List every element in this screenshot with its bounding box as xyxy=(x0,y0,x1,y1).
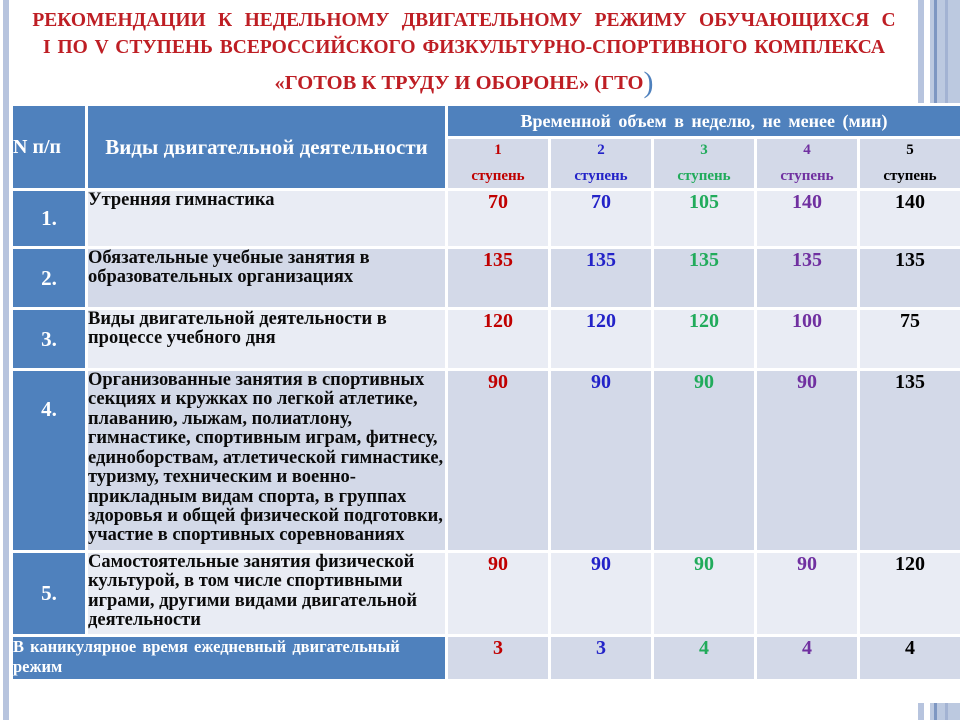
row-number-cell: 1. xyxy=(10,188,88,249)
stage-header-1: 1 ступень xyxy=(445,136,551,191)
value-cell: 135 xyxy=(548,246,654,310)
title-line-3: «ГОТОВ К ТРУДУ И ОБОРОНЕ» (ГТО) xyxy=(20,68,908,98)
value-cell: 100 xyxy=(754,307,860,371)
activity-cell: Утренняя гимнастика xyxy=(85,188,448,249)
stripe xyxy=(945,703,948,720)
row-number-cell: 2. xyxy=(10,246,88,310)
num-column-header: N п/п xyxy=(10,103,88,191)
value-cell: 3 xyxy=(445,634,551,682)
value-cell: 90 xyxy=(445,368,551,553)
volume-column-header: Временной объем в неделю, не менее (мин) xyxy=(445,103,960,139)
value-cell: 120 xyxy=(857,550,960,637)
activity-cell: Виды двигательной деятельности в процесс… xyxy=(85,307,448,371)
table-footer-row: В каникулярное время ежедневный двигател… xyxy=(10,634,960,682)
value-cell: 4 xyxy=(754,634,860,682)
value-cell: 90 xyxy=(651,368,757,553)
title-closing-paren: ) xyxy=(643,66,654,99)
value-cell: 135 xyxy=(857,368,960,553)
left-edge-stripe xyxy=(3,0,9,720)
stripe xyxy=(918,0,924,103)
value-cell: 90 xyxy=(548,550,654,637)
stage-number: 5 xyxy=(906,142,914,158)
table-header-row: N п/п Виды двигательной деятельности Вре… xyxy=(10,103,960,191)
table-row: 5. Самостоятельные занятия физической ку… xyxy=(10,550,960,637)
table-row: 3. Виды двигательной деятельности в проц… xyxy=(10,307,960,371)
stripe xyxy=(934,0,937,103)
table-row: 1. Утренняя гимнастика 70 70 105 140 140 xyxy=(10,188,960,249)
value-cell: 135 xyxy=(857,246,960,310)
value-cell: 90 xyxy=(754,368,860,553)
value-cell: 70 xyxy=(548,188,654,249)
value-cell: 135 xyxy=(754,246,860,310)
table-row: 4. Организованные занятия в спортивных с… xyxy=(10,368,960,553)
activity-column-header: Виды двигательной деятельности xyxy=(85,103,448,191)
value-cell: 90 xyxy=(548,368,654,553)
activity-recommendations-table: N п/п Виды двигательной деятельности Вре… xyxy=(10,103,960,682)
stage-number: 4 xyxy=(803,142,811,158)
title-line-3-text: «ГОТОВ К ТРУДУ И ОБОРОНЕ» (ГТО xyxy=(274,72,644,94)
value-cell: 90 xyxy=(651,550,757,637)
stripe xyxy=(934,703,937,720)
stage-label: ступень xyxy=(471,168,525,184)
slide-title: РЕКОМЕНДАЦИИ К НЕДЕЛЬНОМУ ДВИГАТЕЛЬНОМУ … xyxy=(20,10,908,98)
stage-header-4: 4 ступень xyxy=(754,136,860,191)
stage-label: ступень xyxy=(574,168,628,184)
value-cell: 4 xyxy=(651,634,757,682)
value-cell: 3 xyxy=(548,634,654,682)
value-cell: 90 xyxy=(445,550,551,637)
row-number-cell: 5. xyxy=(10,550,88,637)
stage-label: ступень xyxy=(677,168,731,184)
title-line-2: I ПО V СТУПЕНЬ ВСЕРОССИЙСКОГО ФИЗКУЛЬТУР… xyxy=(43,37,885,58)
value-cell: 140 xyxy=(857,188,960,249)
value-cell: 120 xyxy=(651,307,757,371)
stripe xyxy=(918,703,924,720)
stripe xyxy=(945,0,948,103)
value-cell: 70 xyxy=(445,188,551,249)
row-number-cell: 3. xyxy=(10,307,88,371)
value-cell: 75 xyxy=(857,307,960,371)
stage-header-3: 3 ступень xyxy=(651,136,757,191)
top-right-edge-stripes xyxy=(915,0,960,103)
title-line-1: РЕКОМЕНДАЦИИ К НЕДЕЛЬНОМУ ДВИГАТЕЛЬНОМУ … xyxy=(32,10,896,31)
row-number-cell: 4. xyxy=(10,368,88,553)
value-cell: 135 xyxy=(651,246,757,310)
bottom-right-edge-stripes xyxy=(915,703,960,720)
value-cell: 120 xyxy=(548,307,654,371)
stage-number: 2 xyxy=(597,142,605,158)
activity-cell: Организованные занятия в спортивных секц… xyxy=(85,368,448,553)
footer-label-cell: В каникулярное время ежедневный двигател… xyxy=(10,634,448,682)
value-cell: 105 xyxy=(651,188,757,249)
stage-label: ступень xyxy=(883,168,937,184)
value-cell: 90 xyxy=(754,550,860,637)
table-row: 2. Обязательные учебные занятия в образо… xyxy=(10,246,960,310)
value-cell: 140 xyxy=(754,188,860,249)
stage-header-2: 2 ступень xyxy=(548,136,654,191)
activity-cell: Самостоятельные занятия физической культ… xyxy=(85,550,448,637)
value-cell: 4 xyxy=(857,634,960,682)
activity-cell: Обязательные учебные занятия в образоват… xyxy=(85,246,448,310)
value-cell: 135 xyxy=(445,246,551,310)
stage-header-5: 5 ступень xyxy=(857,136,960,191)
stage-number: 1 xyxy=(494,142,502,158)
value-cell: 120 xyxy=(445,307,551,371)
stage-label: ступень xyxy=(780,168,834,184)
stage-header-row: 1 ступень 2 ступень 3 ступень 4 ступень … xyxy=(12,136,960,191)
stage-number: 3 xyxy=(700,142,708,158)
